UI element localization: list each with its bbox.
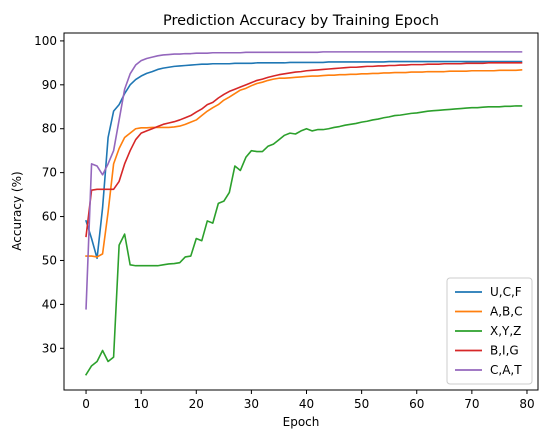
x-tick-label: 70 bbox=[464, 397, 479, 411]
y-tick-label: 40 bbox=[42, 297, 57, 311]
series-lines bbox=[84, 51, 523, 376]
plot-frame bbox=[63, 32, 539, 391]
y-tick-label: 60 bbox=[42, 210, 57, 224]
x-tick-label: 40 bbox=[299, 397, 314, 411]
legend-label: C,A,T bbox=[490, 363, 522, 377]
y-tick-label: 30 bbox=[42, 341, 57, 355]
chart-title: Prediction Accuracy by Training Epoch bbox=[163, 13, 439, 29]
series-line-x-y-z bbox=[84, 105, 523, 376]
legend-label: B,I,G bbox=[490, 344, 519, 358]
legend-label: A,B,C bbox=[490, 305, 522, 319]
axis-ticks: 0 10 20 30 40 50 60 70 80 30 40 50 60 70 80 90 100 bbox=[34, 34, 535, 411]
series-line-b-i-g bbox=[85, 62, 523, 238]
legend-label: U,C,F bbox=[490, 285, 522, 299]
x-tick-label: 20 bbox=[189, 397, 204, 411]
y-tick-label: 50 bbox=[42, 253, 57, 267]
y-axis-title: Accuracy (%) bbox=[10, 171, 24, 250]
x-tick-label: 30 bbox=[244, 397, 259, 411]
legend: U,C,F A,B,C X,Y,Z B,I,G C,A,T bbox=[446, 277, 533, 385]
x-tick-label: 0 bbox=[82, 397, 90, 411]
y-tick-label: 80 bbox=[42, 122, 57, 136]
x-tick-label: 50 bbox=[354, 397, 369, 411]
legend-box bbox=[446, 277, 533, 385]
series-line-a-b-c bbox=[85, 69, 523, 258]
series-line-c-a-t bbox=[85, 51, 523, 310]
x-tick-label: 10 bbox=[134, 397, 149, 411]
x-tick-label: 80 bbox=[519, 397, 534, 411]
y-tick-label: 100 bbox=[34, 34, 57, 48]
legend-label: X,Y,Z bbox=[490, 324, 521, 338]
x-tick-label: 60 bbox=[409, 397, 424, 411]
series-line-u-c-f bbox=[85, 60, 523, 260]
y-tick-label: 70 bbox=[42, 166, 57, 180]
y-tick-label: 90 bbox=[42, 78, 57, 92]
x-axis-title: Epoch bbox=[283, 415, 320, 429]
